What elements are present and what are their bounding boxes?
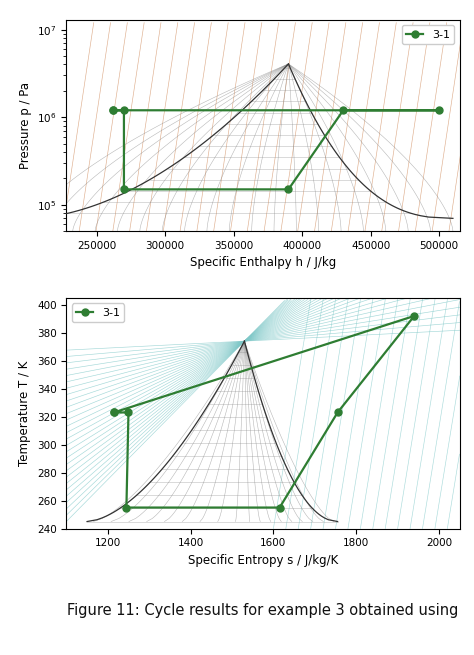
Legend: 3-1: 3-1 bbox=[402, 25, 454, 44]
Y-axis label: Temperature T / K: Temperature T / K bbox=[18, 360, 31, 466]
X-axis label: Specific Entropy s / J/kg/K: Specific Entropy s / J/kg/K bbox=[188, 554, 338, 567]
X-axis label: Specific Enthalpy h / J/kg: Specific Enthalpy h / J/kg bbox=[190, 257, 336, 269]
Legend: 3-1: 3-1 bbox=[72, 303, 124, 322]
Text: Figure 11: Cycle results for example 3 obtained using: Figure 11: Cycle results for example 3 o… bbox=[67, 603, 459, 618]
Y-axis label: Pressure p / Pa: Pressure p / Pa bbox=[18, 82, 32, 169]
